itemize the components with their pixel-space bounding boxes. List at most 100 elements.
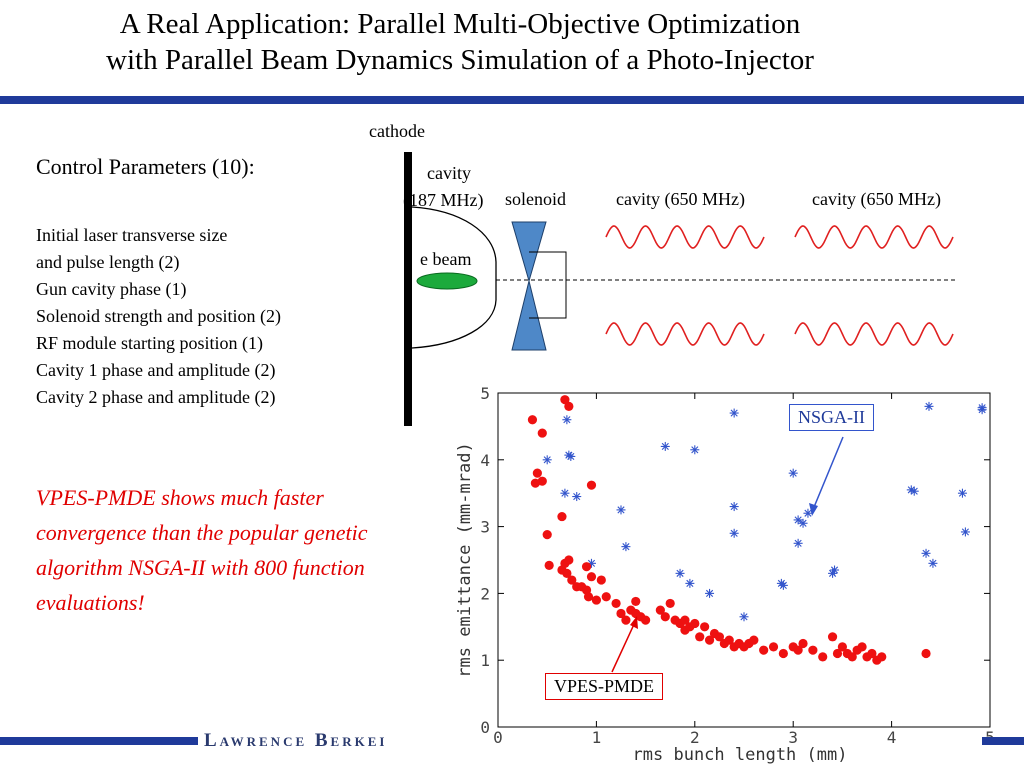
vpes-point bbox=[621, 615, 631, 625]
vpes-point bbox=[631, 596, 641, 607]
vpes-point bbox=[537, 428, 547, 438]
vpes-point bbox=[759, 645, 769, 655]
vpes-point bbox=[749, 635, 759, 645]
nsga-point bbox=[616, 505, 626, 515]
nsga-point bbox=[542, 455, 552, 465]
nsga-point bbox=[675, 568, 685, 578]
vpes-point bbox=[818, 652, 828, 662]
vpes-point bbox=[601, 592, 611, 602]
vpes-point bbox=[596, 575, 606, 585]
nsga-callout: NSGA-II bbox=[789, 404, 874, 431]
vpes-point bbox=[583, 592, 594, 602]
vpes-point bbox=[581, 562, 592, 572]
solenoid-yoke bbox=[529, 251, 567, 319]
vpes-point bbox=[778, 648, 788, 659]
gun-cavity-outline bbox=[411, 206, 497, 349]
title-line-2: with Parallel Beam Dynamics Simulation o… bbox=[106, 44, 814, 76]
electron-beam-bunch bbox=[416, 272, 478, 290]
x-tick-label: 0 bbox=[493, 728, 503, 747]
nsga-arrow bbox=[811, 436, 844, 513]
footer-rule-left bbox=[0, 737, 198, 745]
nsga-point bbox=[788, 468, 798, 478]
vpes-point bbox=[827, 632, 838, 642]
title-rule bbox=[0, 96, 1024, 104]
vpes-point bbox=[724, 635, 734, 645]
vpes-point bbox=[768, 642, 779, 652]
cathode-plate bbox=[404, 152, 412, 426]
y-tick-label: 1 bbox=[480, 651, 490, 670]
vpes-point bbox=[586, 572, 597, 582]
nsga-point bbox=[621, 542, 631, 552]
vpes-point bbox=[857, 642, 867, 652]
cavity1-rf-wave-top bbox=[605, 225, 765, 249]
cavity1-rf-wave-bottom bbox=[605, 322, 765, 346]
cavity1-label: cavity (650 MHz) bbox=[616, 189, 745, 209]
nsga-point bbox=[560, 488, 570, 498]
vpes-point bbox=[877, 652, 887, 662]
nsga-point bbox=[729, 528, 739, 538]
vpes-point bbox=[655, 605, 665, 615]
vpes-point bbox=[527, 415, 538, 425]
param-item: Initial laser transverse size bbox=[36, 225, 228, 245]
nsga-point bbox=[729, 502, 739, 512]
vpes-point bbox=[564, 555, 574, 565]
vpes-point bbox=[847, 652, 857, 662]
nsga-series bbox=[542, 401, 987, 622]
nsga-point bbox=[660, 441, 670, 451]
vpes-point bbox=[714, 632, 725, 642]
nsga-point bbox=[562, 415, 572, 425]
vpes-point bbox=[560, 395, 570, 405]
vpes-arrow bbox=[611, 619, 637, 673]
x-tick-label: 2 bbox=[690, 728, 700, 747]
conclusion-text: VPES-PMDE shows much faster convergence … bbox=[36, 485, 368, 615]
nsga-point bbox=[803, 508, 813, 518]
slide-title: A Real Application: Parallel Multi-Objec… bbox=[0, 6, 920, 78]
nsga-point bbox=[830, 565, 840, 575]
plot-frame bbox=[497, 392, 991, 728]
params-list: Initial laser transverse size and pulse … bbox=[36, 222, 281, 411]
y-tick-label: 4 bbox=[480, 451, 490, 470]
nsga-point bbox=[798, 518, 808, 528]
param-item: and pulse length (2) bbox=[36, 252, 180, 272]
vpes-point bbox=[641, 615, 651, 625]
vpes-point bbox=[557, 511, 567, 522]
vpes-point bbox=[616, 608, 626, 619]
vpes-point bbox=[542, 530, 552, 540]
param-item: Gun cavity phase (1) bbox=[36, 279, 187, 299]
nsga-point bbox=[690, 445, 700, 455]
vpes-point bbox=[660, 612, 670, 622]
y-axis-label: rms emittance (mm-mrad) bbox=[455, 442, 475, 677]
vpes-point bbox=[867, 648, 877, 659]
vpes-point bbox=[808, 645, 818, 655]
nsga-arrowhead bbox=[809, 503, 818, 516]
vpes-point bbox=[562, 568, 572, 578]
x-axis-label: rms bunch length (mm) bbox=[633, 745, 848, 765]
vpes-arrowhead bbox=[630, 616, 638, 629]
gun-cavity-label: cavity bbox=[427, 163, 471, 183]
vpes-point bbox=[544, 560, 554, 570]
nsga-point bbox=[909, 486, 919, 496]
solenoid-label: solenoid bbox=[505, 189, 566, 209]
vpes-point bbox=[690, 618, 700, 629]
param-item: Cavity 1 phase and amplitude (2) bbox=[36, 360, 276, 380]
nsga-point bbox=[793, 538, 803, 548]
y-tick-label: 2 bbox=[480, 584, 490, 603]
vpes-callout: VPES-PMDE bbox=[545, 673, 664, 700]
vpes-point bbox=[586, 480, 597, 490]
vpes-point bbox=[700, 622, 710, 632]
nsga-point bbox=[977, 403, 987, 413]
cavity2-label: cavity (650 MHz) bbox=[812, 189, 941, 209]
vpes-point bbox=[567, 575, 577, 585]
vpes-point bbox=[798, 638, 808, 649]
y-tick-label: 5 bbox=[480, 384, 490, 403]
vpes-point bbox=[695, 632, 705, 642]
nsga-point bbox=[924, 401, 934, 411]
nsga-point bbox=[957, 488, 967, 498]
nsga-point bbox=[572, 492, 582, 502]
vpes-point bbox=[837, 642, 848, 652]
vpes-point bbox=[680, 615, 690, 625]
vpes-point bbox=[665, 598, 675, 609]
nsga-point bbox=[778, 580, 788, 590]
